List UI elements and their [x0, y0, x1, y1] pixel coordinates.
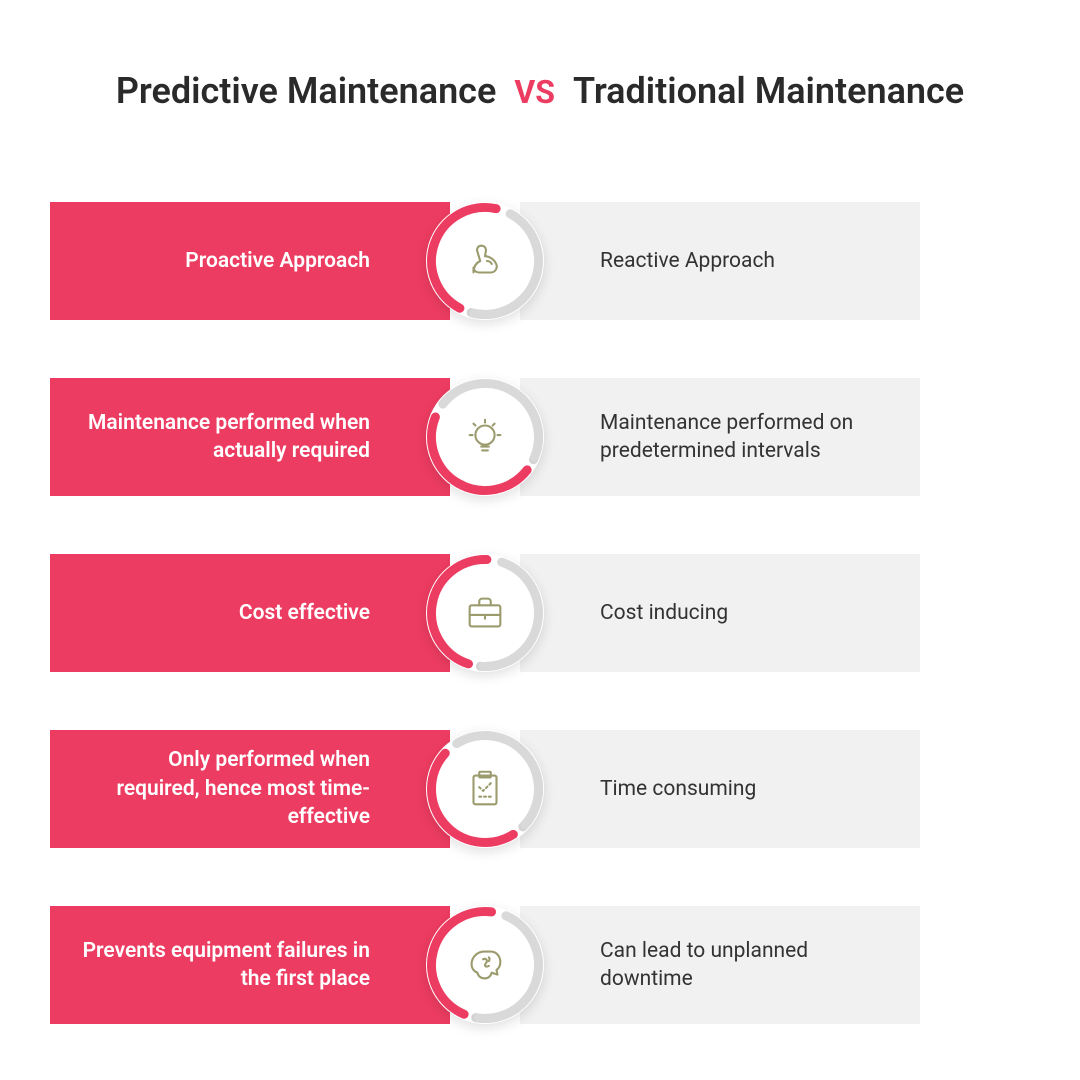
bulb-icon [462, 414, 508, 460]
comparison-row: Prevents equipment failures in the first… [50, 906, 1030, 1024]
comparison-title: Predictive Maintenance VS Traditional Ma… [50, 70, 1030, 112]
traditional-feature-box: Maintenance performed on predetermined i… [520, 378, 920, 496]
title-right: Traditional Maintenance [573, 70, 964, 112]
row-circle [426, 378, 544, 496]
clipboard-icon [462, 766, 508, 812]
row-circle-wrap [395, 202, 575, 320]
brain-icon [462, 942, 508, 988]
traditional-feature-box: Can lead to unplanned downtime [520, 906, 920, 1024]
traditional-feature-box: Cost inducing [520, 554, 920, 672]
row-circle [426, 906, 544, 1024]
comparison-row: Cost effective Cost inducing [50, 554, 1030, 672]
row-circle [426, 730, 544, 848]
row-circle-wrap [395, 378, 575, 496]
briefcase-icon [462, 590, 508, 636]
title-vs: VS [514, 73, 555, 111]
muscle-icon [462, 238, 508, 284]
predictive-feature-box: Cost effective [50, 554, 450, 672]
predictive-feature-box: Only performed when required, hence most… [50, 730, 450, 848]
comparison-rows-container: Proactive Approach Reactive Approach Maint… [50, 202, 1030, 1024]
row-circle-wrap [395, 730, 575, 848]
row-circle [426, 202, 544, 320]
predictive-feature-box: Prevents equipment failures in the first… [50, 906, 450, 1024]
row-circle [426, 554, 544, 672]
comparison-row: Proactive Approach Reactive Approach [50, 202, 1030, 320]
predictive-feature-box: Proactive Approach [50, 202, 450, 320]
traditional-feature-box: Time consuming [520, 730, 920, 848]
row-circle-wrap [395, 906, 575, 1024]
traditional-feature-box: Reactive Approach [520, 202, 920, 320]
comparison-row: Only performed when required, hence most… [50, 730, 1030, 848]
title-left: Predictive Maintenance [116, 70, 497, 112]
row-circle-wrap [395, 554, 575, 672]
predictive-feature-box: Maintenance performed when actually requ… [50, 378, 450, 496]
comparison-row: Maintenance performed when actually requ… [50, 378, 1030, 496]
